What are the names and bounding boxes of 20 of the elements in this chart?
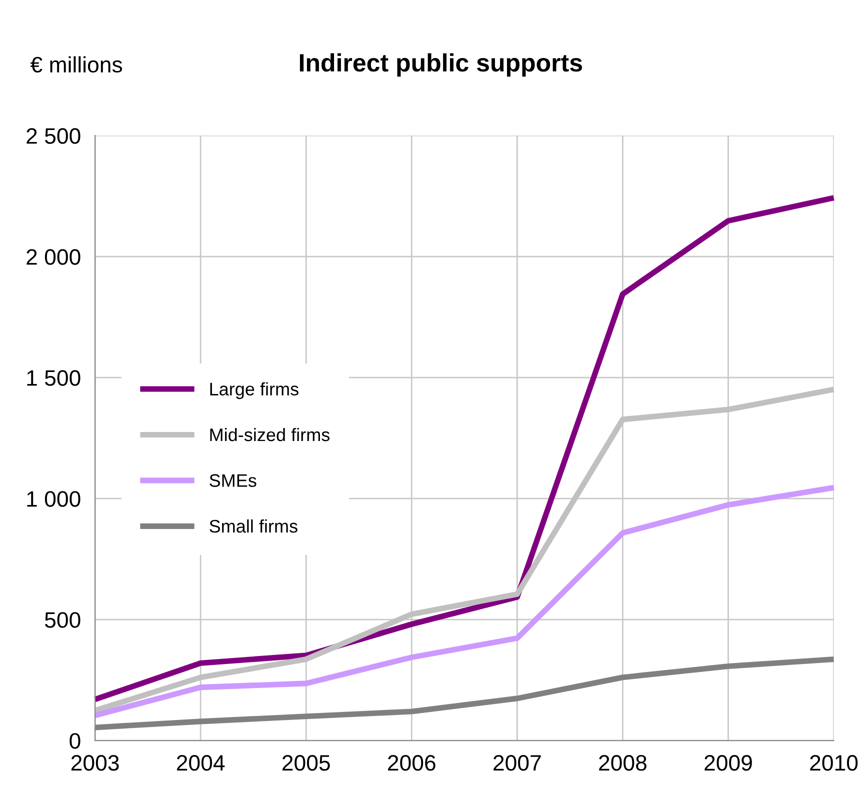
legend-label: Small firms <box>210 519 298 533</box>
y-tick-label: 2 000 <box>26 249 80 265</box>
x-tick-label: 2010 <box>810 755 858 771</box>
x-tick-label: 2008 <box>599 755 646 771</box>
x-tick-label: 2007 <box>494 755 541 771</box>
legend-label: SMEs <box>210 474 256 487</box>
x-tick-label: 2005 <box>282 755 330 771</box>
y-tick-label: 0 <box>70 733 80 749</box>
legend-label: Large firms <box>210 382 298 400</box>
chart-title: Indirect public supports <box>300 53 582 77</box>
y-axis-title: € millions <box>30 56 122 73</box>
y-tick-label: 1 000 <box>27 491 80 507</box>
x-tick-label: 2009 <box>704 755 752 771</box>
y-tick-label: 2 500 <box>26 128 80 144</box>
x-tick-label: 2004 <box>176 755 225 771</box>
legend-label: Mid-sized firms <box>210 428 330 442</box>
x-tick-label: 2006 <box>388 755 436 771</box>
y-tick-label: 1 500 <box>27 370 80 386</box>
x-tick-label: 2003 <box>71 755 119 771</box>
y-tick-label: 500 <box>44 612 80 628</box>
